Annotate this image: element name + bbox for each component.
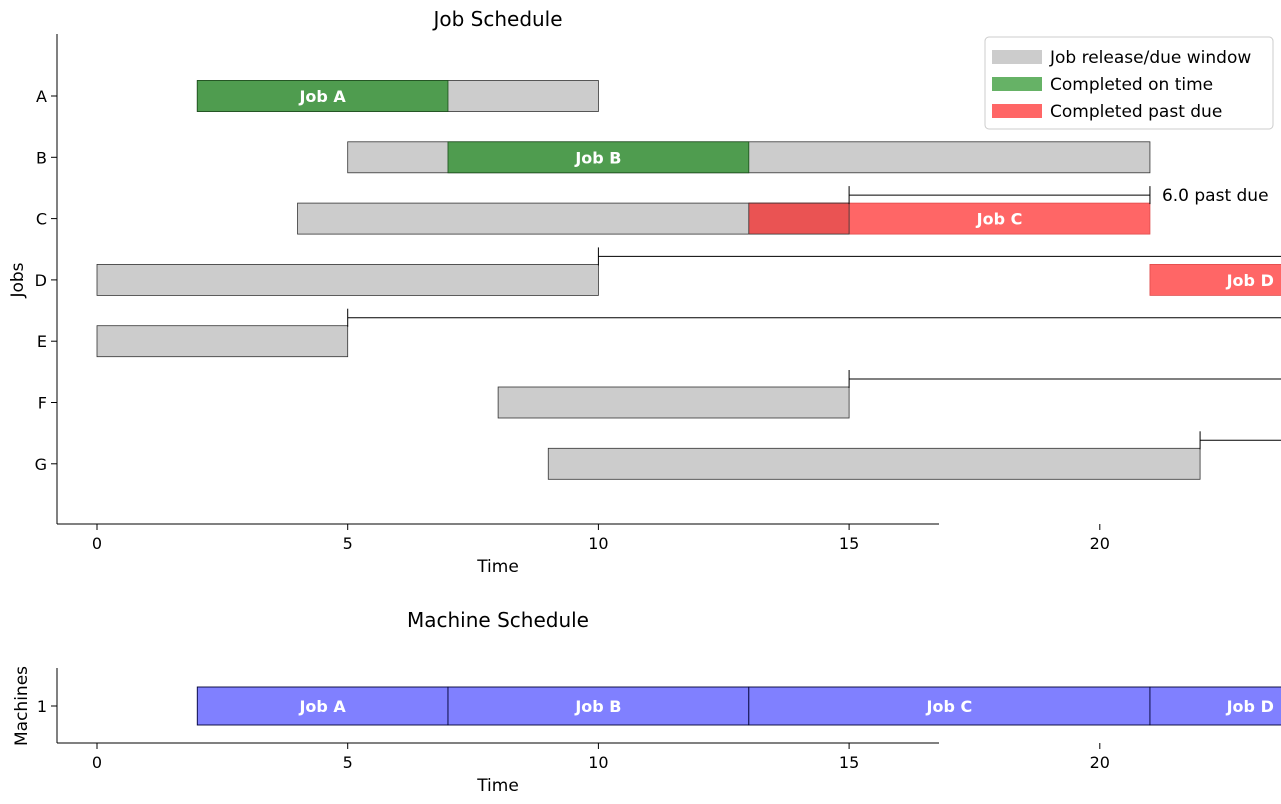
machine-job-c-bar (748, 686, 1151, 726)
machine-job-d-bar-label: Job D (1226, 697, 1274, 716)
machine-x-tick-label-15: 15 (839, 753, 859, 772)
machine-schedule-title: Machine Schedule (407, 608, 589, 632)
job-x-tick-label-15: 15 (839, 534, 859, 553)
job-c-tardiness-label: 6.0 past due (1162, 186, 1269, 206)
legend-label-job-release-due-window: Job release/due window (1049, 48, 1251, 68)
job-d-completion-bar (1149, 263, 1281, 296)
job-d-bar-label: Job D (1226, 271, 1274, 290)
release-due-windows (96, 80, 1201, 480)
job-y-tick-label-e: E (37, 332, 47, 351)
job-y-ticks: A B C D E F G (35, 87, 57, 474)
machine-x-ticks: 051015202530 (92, 743, 1110, 772)
machine-x-tick-label-5: 5 (343, 753, 353, 772)
job-f-window-bar (497, 386, 850, 419)
machine-x-tick-label-20: 20 (1090, 753, 1110, 772)
machine-job-a-bar-label: Job A (298, 697, 346, 716)
legend-swatch-completed-on-time (992, 77, 1042, 91)
machine-x-tick-label-10: 10 (588, 753, 608, 772)
job-y-tick-label-c: C (36, 210, 47, 229)
legend-label-completed-on-time: Completed on time (1050, 75, 1213, 95)
machine-job-c-bar-label: Job C (926, 697, 973, 716)
machine-y-tick-label-1: 1 (37, 697, 47, 716)
legend-label-completed-past-due: Completed past due (1050, 102, 1222, 122)
machine-job-d-bar (1149, 686, 1281, 726)
job-x-axis-label: Time (476, 557, 519, 577)
machine-job-b-bar (447, 686, 750, 726)
job-x-tick-label-0: 0 (92, 534, 102, 553)
job-y-tick-label-a: A (36, 87, 47, 106)
legend-frame (984, 36, 1274, 130)
job-g-window-bar (547, 447, 1201, 480)
tardiness-annotations: 6.0 past due15.0 past due22.0 past due15… (347, 186, 1281, 450)
machine-x-axis-label: Time (476, 776, 519, 796)
job-c-bar-label: Job C (976, 210, 1023, 229)
machine-job-a-bar (196, 686, 449, 726)
legend-swatch-job-release-due-window (992, 50, 1042, 64)
job-x-tick-label-5: 5 (343, 534, 353, 553)
job-y-tick-label-g: G (35, 455, 47, 474)
job-y-tick-label-f: F (38, 394, 47, 413)
job-c-overlap-bar (748, 202, 850, 235)
job-b-completion-bar (447, 141, 750, 174)
machine-y-axis-label: Machines (12, 666, 32, 746)
machine-x-tick-label-0: 0 (92, 753, 102, 772)
legend-swatch-completed-past-due (992, 104, 1042, 118)
job-b-bar-label: Job B (574, 148, 621, 167)
job-x-tick-label-10: 10 (588, 534, 608, 553)
legend: Job release/due window Completed on time C… (984, 36, 1274, 130)
job-e-window-bar (96, 325, 349, 358)
job-y-tick-label-d: D (35, 271, 47, 290)
machine-y-ticks: 1 (37, 697, 57, 716)
machine-job-b-bar-label: Job B (574, 697, 621, 716)
job-a-bar-label: Job A (298, 87, 346, 106)
job-x-ticks: 051015202530 (92, 524, 1110, 553)
job-y-axis-label: Jobs (8, 262, 28, 298)
job-d-window-bar (96, 263, 599, 296)
job-schedule-title: Job Schedule (431, 7, 562, 31)
job-x-tick-label-20: 20 (1090, 534, 1110, 553)
job-y-tick-label-b: B (36, 148, 47, 167)
job-a-completion-bar (196, 80, 449, 112)
